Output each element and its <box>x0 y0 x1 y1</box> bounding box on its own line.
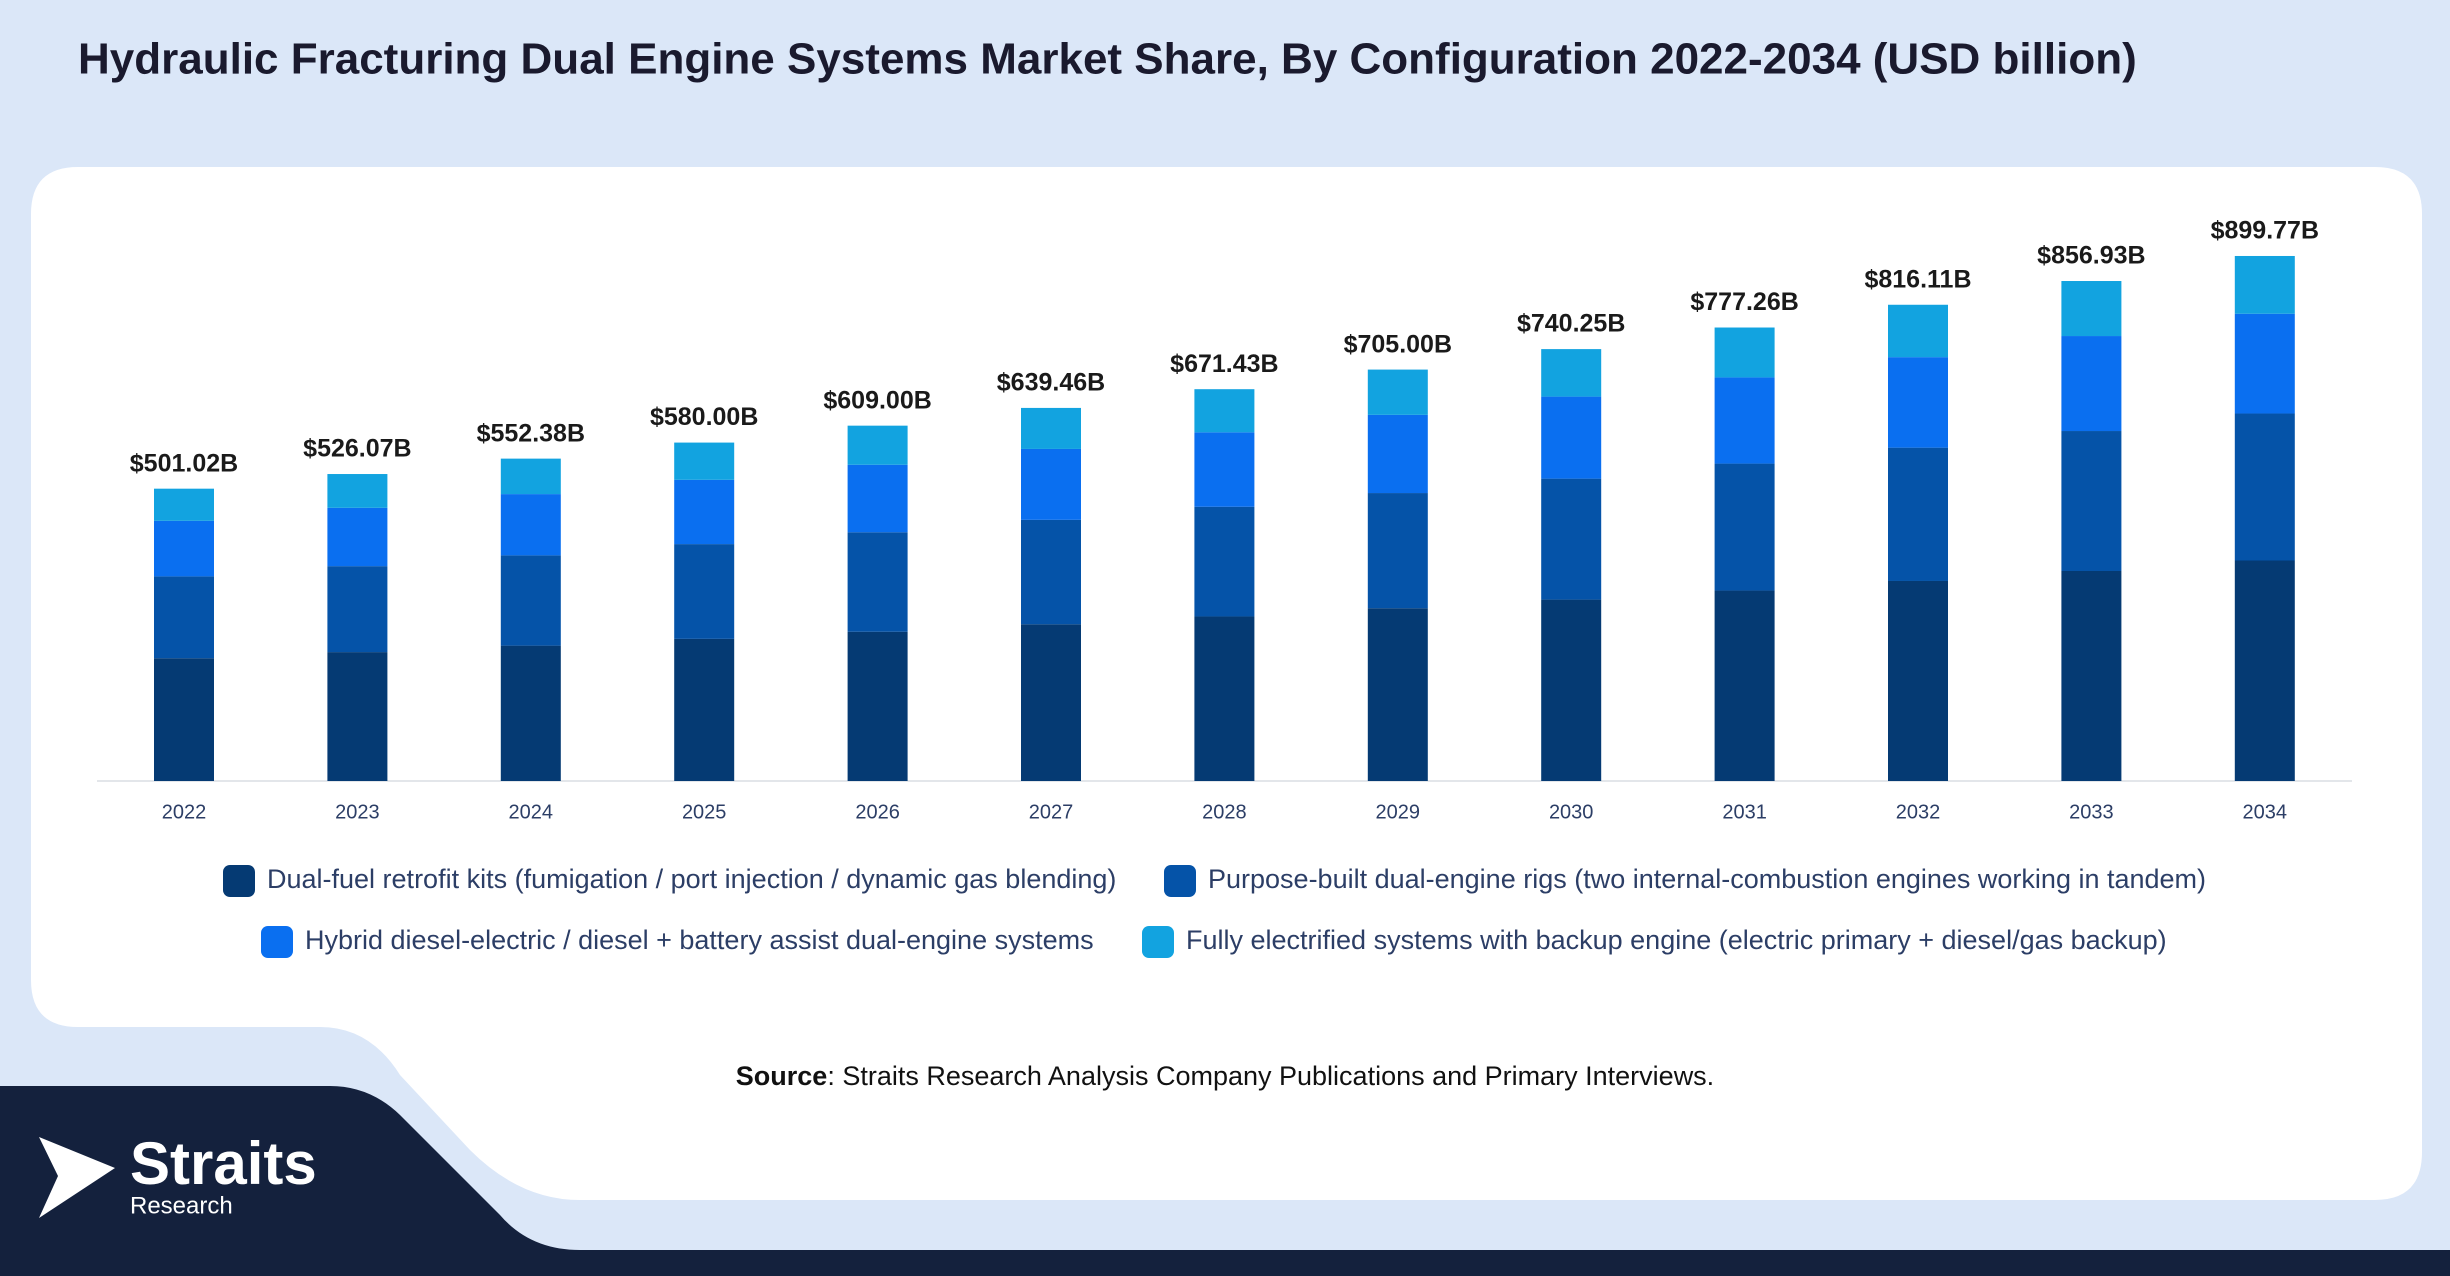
bar-segment <box>500 458 561 495</box>
bar-segment <box>674 442 735 480</box>
bar-segment <box>1194 506 1255 617</box>
bar-segment <box>2061 431 2122 572</box>
total-label: $777.26B <box>1690 288 1798 316</box>
source-label: Source <box>736 1061 828 1091</box>
bar-segment <box>1021 448 1081 520</box>
bar-segment <box>327 652 388 781</box>
bar-segment <box>327 566 388 653</box>
bar-segment <box>2061 281 2122 337</box>
bar-segment <box>1888 304 1948 358</box>
bar-segment <box>1367 493 1428 609</box>
bar-segment <box>1888 357 1948 448</box>
x-tick-label: 2029 <box>1376 801 1421 823</box>
bar-segment <box>1541 599 1602 781</box>
bar-segment <box>847 631 908 781</box>
bar-segment <box>1021 519 1081 625</box>
bar-segment <box>500 494 561 556</box>
bar-segment <box>2061 571 2122 781</box>
x-tick-label: 2022 <box>162 801 207 823</box>
logo-name: Straits <box>130 1130 317 1197</box>
bar-segment <box>2234 413 2295 561</box>
total-label: $639.46B <box>997 368 1105 396</box>
x-tick-label: 2023 <box>335 801 380 823</box>
bar-segment <box>1194 616 1255 781</box>
x-tick-label: 2031 <box>1722 801 1767 823</box>
bar-segment <box>327 507 388 567</box>
total-label: $816.11B <box>1864 265 1971 293</box>
x-tick-label: 2025 <box>682 801 727 823</box>
x-tick-label: 2032 <box>1896 801 1941 823</box>
x-tick-label: 2024 <box>509 801 554 823</box>
x-tick-label: 2028 <box>1202 801 1247 823</box>
total-label: $899.77B <box>2211 217 2319 245</box>
bar-segment <box>2234 560 2295 781</box>
x-tick-label: 2030 <box>1549 801 1594 823</box>
total-label: $856.93B <box>2037 242 2145 270</box>
total-label: $671.43B <box>1170 350 1278 378</box>
bar-segment <box>1888 580 1948 781</box>
source-text: : Straits Research Analysis Company Publ… <box>827 1061 1714 1091</box>
bar-segment <box>2234 313 2295 414</box>
bar-segment <box>1021 407 1081 449</box>
bar-segment <box>327 474 388 508</box>
total-label: $526.07B <box>303 435 411 463</box>
bar-segment <box>1714 590 1775 781</box>
chart-title: Hydraulic Fracturing Dual Engine Systems… <box>78 35 2137 84</box>
bar-segment <box>1367 369 1428 415</box>
bar-segment <box>847 464 908 533</box>
bar-segment <box>154 520 214 577</box>
bar-segment <box>847 425 908 465</box>
bar-segment <box>674 638 735 781</box>
bar-segment <box>1021 624 1081 781</box>
legend-swatch <box>1164 865 1196 897</box>
x-tick-label: 2026 <box>855 801 900 823</box>
total-label: $580.00B <box>650 403 758 431</box>
legend-label: Fully electrified systems with backup en… <box>1186 925 2167 955</box>
bar-segment <box>154 488 214 521</box>
bar-segment <box>1888 447 1948 581</box>
bar-segment <box>1367 414 1428 494</box>
x-tick-label: 2034 <box>2243 801 2288 823</box>
bar-segment <box>1541 396 1602 479</box>
bar-segment <box>1714 463 1775 591</box>
logo-sub: Research <box>130 1192 233 1219</box>
legend-swatch <box>1142 926 1174 958</box>
legend-swatch <box>223 865 255 897</box>
total-label: $705.00B <box>1344 330 1452 358</box>
total-label: $552.38B <box>477 419 585 447</box>
bar-segment <box>2061 336 2122 432</box>
source: Source: Straits Research Analysis Compan… <box>736 1061 1714 1091</box>
bar-segment <box>1367 608 1428 781</box>
bar-segment <box>1714 327 1775 378</box>
bar-segment <box>154 576 214 659</box>
bar-segment <box>500 555 561 646</box>
bar-segment <box>1541 478 1602 600</box>
legend-swatch <box>261 926 293 958</box>
bar-segment <box>2234 255 2295 314</box>
total-label: $609.00B <box>823 386 931 414</box>
x-tick-label: 2033 <box>2069 801 2114 823</box>
x-tick-label: 2027 <box>1029 801 1074 823</box>
total-label: $740.25B <box>1517 310 1625 338</box>
bar-segment <box>674 479 735 545</box>
legend-label: Purpose-built dual-engine rigs (two inte… <box>1208 864 2206 894</box>
legend-label: Hybrid diesel-electric / diesel + batter… <box>305 925 1094 955</box>
logo-icon <box>39 1137 115 1218</box>
legend-label: Dual-fuel retrofit kits (fumigation / po… <box>267 864 1116 894</box>
bar-segment <box>1541 349 1602 397</box>
bar-segment <box>500 645 561 781</box>
bar-segment <box>154 658 214 781</box>
bar-segment <box>847 532 908 632</box>
bar-segment <box>1194 432 1255 507</box>
footer-band <box>0 1086 2450 1276</box>
bar-segment <box>1714 377 1775 464</box>
bar-segment <box>674 544 735 639</box>
bar-segment <box>1194 389 1255 433</box>
total-label: $501.02B <box>130 449 238 477</box>
